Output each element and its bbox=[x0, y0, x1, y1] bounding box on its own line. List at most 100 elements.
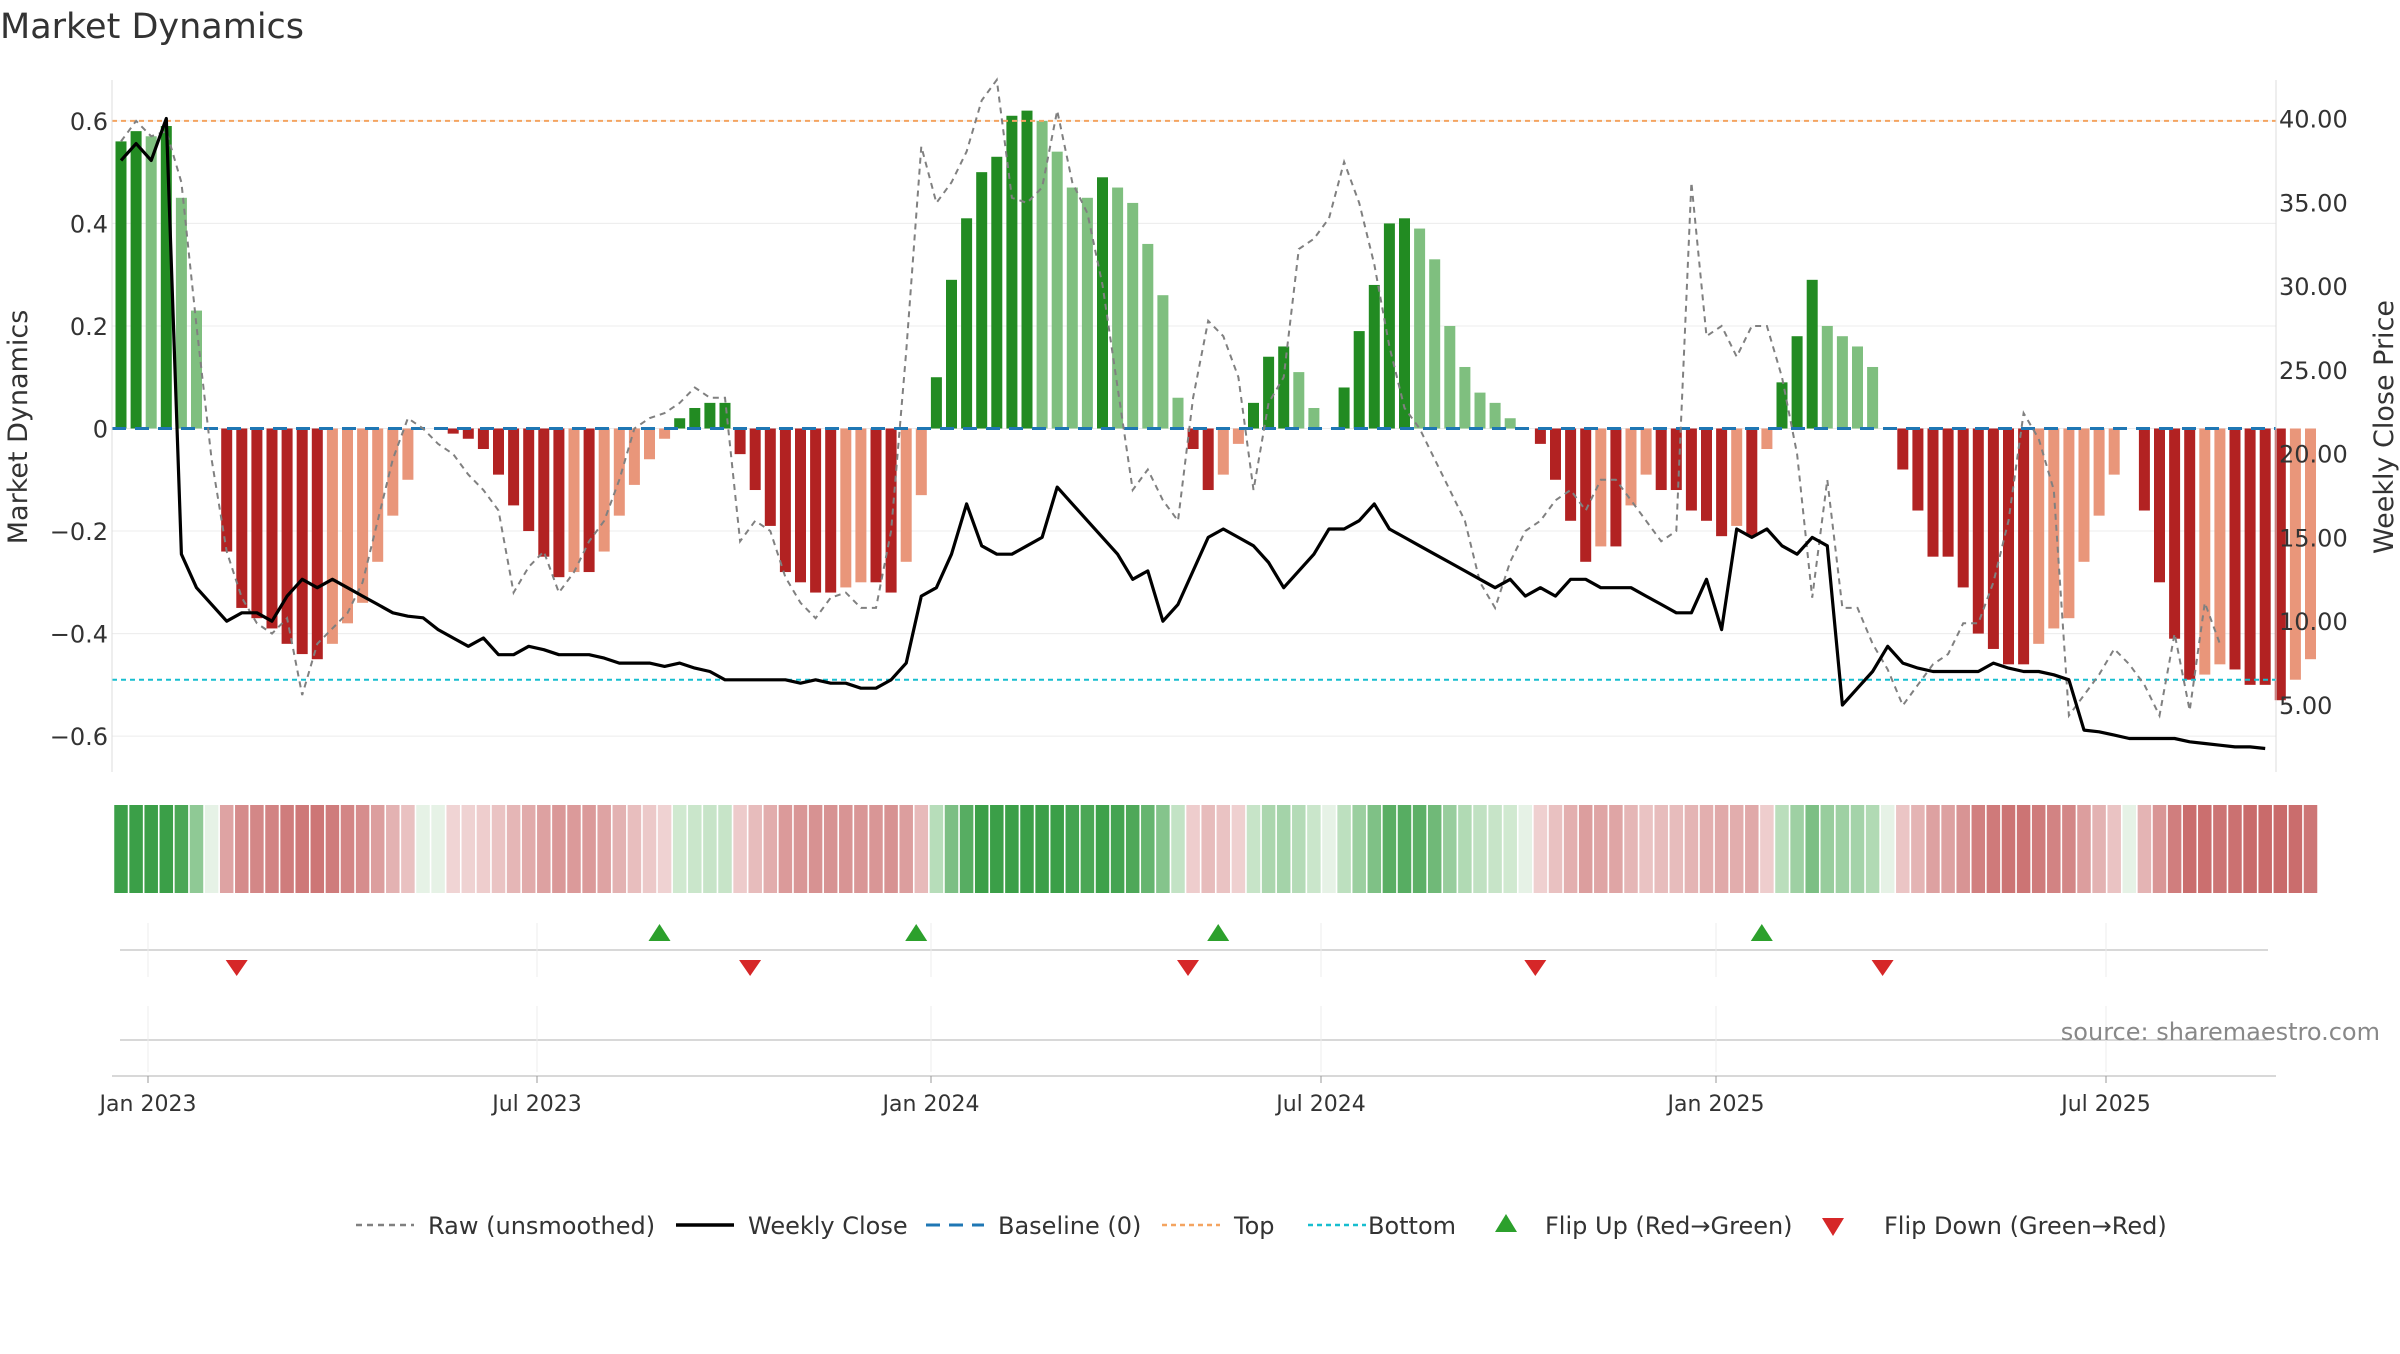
heat-cell bbox=[1141, 805, 1155, 893]
heat-cell bbox=[219, 805, 234, 893]
heat-cell bbox=[1654, 805, 1668, 893]
legend-item-baseline: Baseline (0) bbox=[926, 1212, 1141, 1240]
dynamics-bar bbox=[1383, 223, 1395, 429]
heat-cell bbox=[1926, 805, 1940, 893]
dynamics-bar bbox=[266, 428, 278, 629]
dynamics-bar bbox=[1459, 366, 1471, 429]
dynamics-bar bbox=[1580, 428, 1592, 562]
dynamics-bar bbox=[1112, 187, 1124, 429]
heat-cell bbox=[1820, 805, 1835, 893]
heat-cell bbox=[1125, 805, 1140, 893]
y-tick-label-right: 10.00 bbox=[2279, 608, 2348, 636]
heat-cell bbox=[1669, 805, 1684, 893]
dynamics-bar bbox=[1051, 151, 1063, 429]
legend-swatch-flip-down bbox=[1822, 1218, 1844, 1236]
dynamics-bar bbox=[568, 428, 580, 573]
flip-down-marker bbox=[225, 960, 248, 976]
heat-cell bbox=[2213, 805, 2227, 893]
heat-cell bbox=[959, 805, 974, 893]
heat-cell bbox=[1639, 805, 1653, 893]
heat-cell bbox=[235, 805, 249, 893]
dynamics-bar bbox=[991, 156, 1003, 429]
heat-cell bbox=[2077, 805, 2091, 893]
heat-cell bbox=[129, 805, 143, 893]
legend: Raw (unsmoothed) Weekly Close Baseline (… bbox=[356, 1212, 2167, 1240]
dynamics-bar bbox=[1716, 428, 1728, 537]
dynamics-bar bbox=[1987, 428, 1999, 649]
heat-cell bbox=[1186, 805, 1200, 893]
dynamics-bar bbox=[1761, 428, 1773, 450]
dynamics-bar bbox=[115, 141, 127, 429]
y-tick-label-right: 40.00 bbox=[2279, 106, 2348, 134]
dynamics-bar bbox=[2214, 428, 2226, 665]
dynamics-bar bbox=[1157, 295, 1169, 429]
heat-cell bbox=[657, 805, 672, 893]
heat-cell bbox=[944, 805, 959, 893]
heat-cell bbox=[1427, 805, 1442, 893]
legend-item-flip-up: Flip Up (Red→Green) bbox=[1495, 1212, 1793, 1240]
heat-cell bbox=[1578, 805, 1593, 893]
heat-cell bbox=[386, 805, 400, 893]
flip-up-marker bbox=[1750, 924, 1773, 941]
dynamics-bar bbox=[1444, 325, 1456, 429]
heat-cell bbox=[355, 805, 370, 893]
heat-cell bbox=[2258, 805, 2272, 893]
dynamics-bar bbox=[1278, 346, 1290, 429]
chart-title: Market Dynamics bbox=[0, 7, 304, 47]
source-label: source: sharemaestro.com bbox=[2061, 1018, 2380, 1046]
dynamics-bar bbox=[493, 428, 504, 475]
heat-cell bbox=[1171, 805, 1185, 893]
dynamics-bar bbox=[538, 428, 550, 557]
y-tick-label-left: 0.6 bbox=[70, 108, 108, 136]
heat-cell bbox=[1231, 805, 1246, 893]
dynamics-bar bbox=[1670, 428, 1682, 491]
dynamics-bar bbox=[1595, 428, 1607, 547]
dynamics-bar bbox=[1248, 402, 1259, 429]
dynamics-bar bbox=[2108, 428, 2120, 475]
heat-cell bbox=[808, 805, 823, 893]
heat-cell bbox=[854, 805, 868, 893]
legend-label-raw: Raw (unsmoothed) bbox=[428, 1212, 655, 1240]
heat-cell bbox=[884, 805, 898, 893]
heat-cell bbox=[416, 805, 430, 893]
dynamics-bar bbox=[523, 428, 535, 532]
dynamics-bar bbox=[1142, 243, 1154, 429]
y-tick-label-left: −0.4 bbox=[50, 621, 108, 649]
empty-panel bbox=[120, 1006, 2268, 1072]
heat-cell bbox=[1337, 805, 1351, 893]
heat-cell bbox=[1986, 805, 2001, 893]
dynamics-bar bbox=[1685, 428, 1697, 511]
heat-cell bbox=[1397, 805, 1412, 893]
y-tick-label-right: 25.00 bbox=[2279, 357, 2348, 385]
dynamics-bar bbox=[1293, 372, 1305, 429]
dynamics-bar bbox=[1006, 115, 1018, 429]
dynamics-bar bbox=[1806, 279, 1818, 429]
main-axes: 0.6 0.4 0.2 0 −0.2 −0.4 −0.6 40.00 35.00 30.00 25.… bbox=[50, 80, 2348, 772]
dynamics-bar bbox=[1821, 325, 1833, 429]
heat-cell bbox=[340, 805, 355, 893]
heat-cell bbox=[1065, 805, 1080, 893]
flip-down-marker bbox=[739, 960, 762, 976]
dynamics-bar bbox=[1791, 336, 1803, 429]
dynamics-bar bbox=[447, 428, 459, 434]
heat-cell bbox=[2273, 805, 2288, 893]
dynamics-bar bbox=[191, 310, 202, 429]
heat-cell bbox=[1563, 805, 1578, 893]
heat-cell bbox=[1865, 805, 1880, 893]
dynamics-bar bbox=[1565, 428, 1577, 521]
y-tick-label-right: 30.00 bbox=[2279, 273, 2348, 301]
heat-strip bbox=[114, 805, 2318, 893]
dynamics-bar bbox=[2078, 428, 2090, 562]
heat-cell bbox=[1594, 805, 1608, 893]
dynamics-bar bbox=[810, 428, 822, 593]
dynamics-bar bbox=[1640, 428, 1652, 475]
dynamics-bar bbox=[1021, 110, 1033, 429]
heat-cell bbox=[1201, 805, 1215, 893]
dynamics-bar bbox=[946, 279, 957, 429]
heat-cell bbox=[537, 805, 551, 893]
dynamics-bar bbox=[1776, 382, 1788, 429]
dynamics-bar bbox=[1731, 428, 1743, 526]
heat-cell bbox=[1322, 805, 1336, 893]
heat-cell bbox=[1518, 805, 1533, 893]
dynamics-bar bbox=[2184, 428, 2196, 680]
